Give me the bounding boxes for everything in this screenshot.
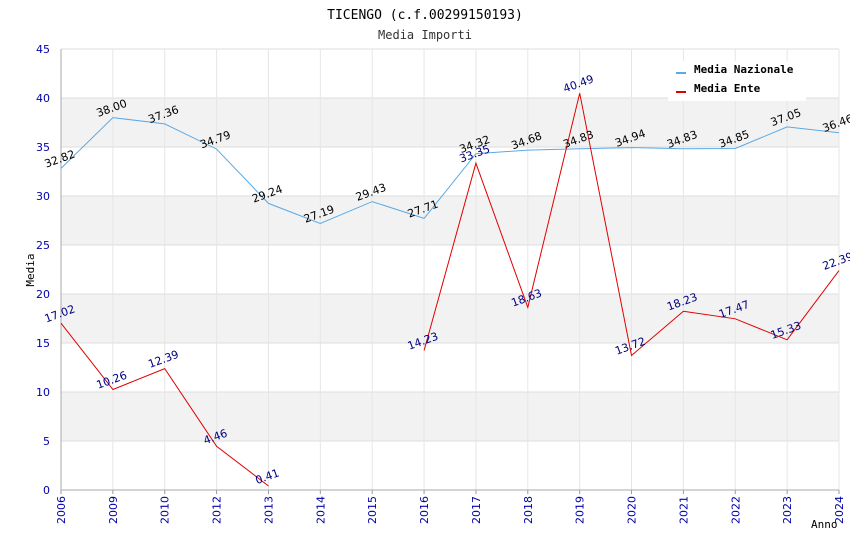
x-tick-label: 2010 bbox=[159, 496, 172, 524]
plot-band bbox=[61, 245, 839, 294]
y-axis-label: Media bbox=[24, 253, 37, 286]
x-tick-labels: 2006 2009 2010 2012 2013 2014 2015 2016 2017 2018… bbox=[55, 496, 846, 524]
chart-subtitle: Media Importi bbox=[378, 28, 472, 42]
series-lines bbox=[60, 93, 840, 487]
x-tick-label: 2019 bbox=[574, 496, 587, 524]
legend-box bbox=[668, 61, 806, 101]
legend-entry: Media Nazionale bbox=[694, 63, 794, 76]
plot-band bbox=[61, 98, 839, 147]
y-tick-labels: 0 5 10 15 20 25 30 35 40 45 bbox=[36, 43, 50, 497]
y-tick-label: 5 bbox=[43, 435, 50, 448]
legend-entry: Media Ente bbox=[694, 82, 761, 95]
y-tick-label: 45 bbox=[36, 43, 50, 56]
y-tick-label: 20 bbox=[36, 288, 50, 301]
x-axis-label: Anno bbox=[811, 518, 838, 531]
x-tick-label: 2014 bbox=[314, 496, 327, 524]
series-line-media-nazionale bbox=[60, 117, 840, 225]
x-tick-label: 2024 bbox=[833, 496, 846, 524]
y-tick-label: 10 bbox=[36, 386, 50, 399]
y-tick-label: 25 bbox=[36, 239, 50, 252]
y-tick-label: 30 bbox=[36, 190, 50, 203]
x-tick-label: 2013 bbox=[262, 496, 275, 524]
series-line-media-ente bbox=[423, 93, 840, 357]
x-tick-label: 2022 bbox=[729, 496, 742, 524]
plot-band bbox=[61, 147, 839, 196]
x-tick-label: 2012 bbox=[211, 496, 224, 524]
y-tick-label: 40 bbox=[36, 92, 50, 105]
x-tick-label: 2023 bbox=[781, 496, 794, 524]
x-tick-label: 2018 bbox=[522, 496, 535, 524]
y-tick-label: 35 bbox=[36, 141, 50, 154]
legend: Media Nazionale Media Ente bbox=[668, 61, 806, 101]
plot-band bbox=[61, 294, 839, 343]
y-tick-label: 15 bbox=[36, 337, 50, 350]
series-line-media-ente bbox=[60, 322, 269, 487]
x-tick-label: 2015 bbox=[366, 496, 379, 524]
x-tick-label: 2020 bbox=[626, 496, 639, 524]
axes bbox=[60, 49, 840, 494]
chart-title: TICENGO (c.f.00299150193) bbox=[327, 8, 523, 23]
plot-band bbox=[61, 343, 839, 392]
plot-band bbox=[61, 196, 839, 245]
plot-band bbox=[61, 392, 839, 441]
plot-band bbox=[61, 441, 839, 490]
plot-background bbox=[61, 49, 839, 490]
y-tick-label: 0 bbox=[43, 484, 50, 497]
x-tick-label: 2009 bbox=[107, 496, 120, 524]
x-tick-label: 2017 bbox=[470, 496, 483, 524]
x-tick-label: 2006 bbox=[55, 496, 68, 524]
x-tick-label: 2016 bbox=[418, 496, 431, 524]
x-tick-label: 2021 bbox=[677, 496, 690, 524]
